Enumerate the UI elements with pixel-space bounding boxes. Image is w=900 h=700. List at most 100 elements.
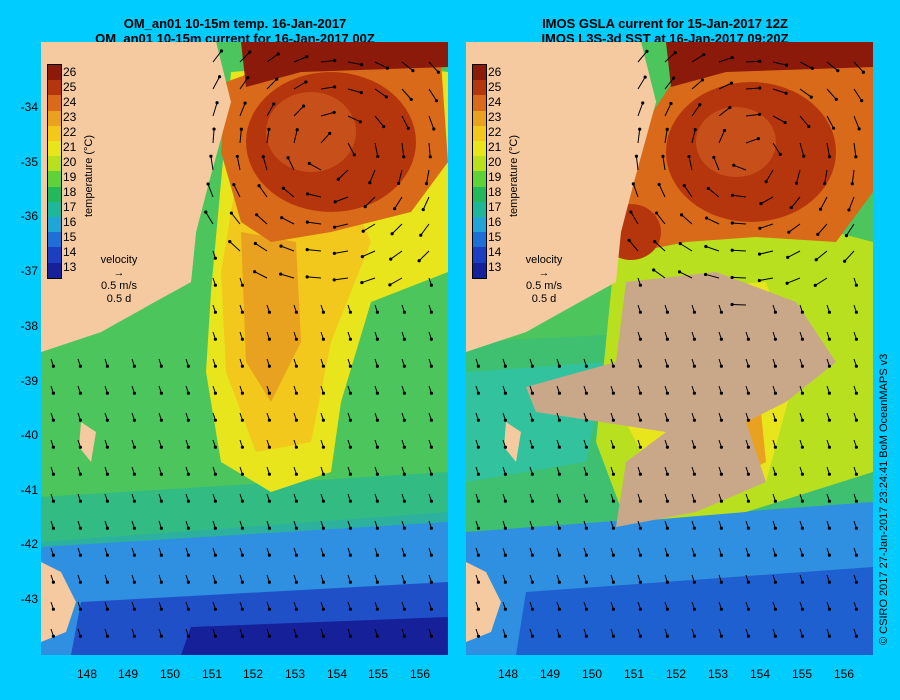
current-arrow-head <box>638 337 642 341</box>
current-arrow <box>428 61 439 73</box>
current-arrow-head <box>854 580 858 584</box>
current-arrow <box>394 196 403 209</box>
current-arrow <box>374 61 388 69</box>
velocity-arrow-icon: → <box>538 267 550 279</box>
current-arrow <box>428 88 437 101</box>
current-arrow-head <box>719 391 723 395</box>
current-arrow <box>846 223 855 236</box>
current-arrow-head <box>638 391 642 395</box>
current-arrow-head <box>827 391 831 395</box>
colorbar-value: 25 <box>63 80 77 94</box>
current-arrow-head <box>827 364 831 368</box>
current-arrow-head <box>267 607 271 611</box>
current-arrow <box>212 102 218 117</box>
current-arrow-head <box>638 445 642 449</box>
current-arrow-head <box>854 364 858 368</box>
current-arrow <box>293 56 308 63</box>
current-arrow-head <box>789 206 793 210</box>
current-arrow-head <box>348 310 352 314</box>
current-arrow-head <box>294 310 298 314</box>
current-arrow-head <box>105 445 109 449</box>
y-tick-label: -41 <box>20 483 38 497</box>
current-arrow-head <box>503 391 507 395</box>
current-arrow-head <box>294 553 298 557</box>
current-arrow-head <box>746 607 750 611</box>
current-arrow-head <box>332 110 336 114</box>
current-arrow-head <box>665 580 669 584</box>
current-arrow-head <box>419 233 423 237</box>
current-arrow <box>656 212 666 225</box>
current-arrow-head <box>321 472 325 476</box>
current-arrow-head <box>854 283 858 287</box>
current-arrow-head <box>530 472 534 476</box>
current-arrow-head <box>429 553 433 557</box>
current-arrow-head <box>321 607 325 611</box>
current-arrow-head <box>78 445 82 449</box>
current-arrow-head <box>402 553 406 557</box>
x-tick-label: 156 <box>833 667 855 681</box>
current-arrow-head <box>827 154 832 159</box>
current-arrow-head <box>827 472 831 476</box>
current-arrow <box>732 222 747 225</box>
current-arrow-head <box>665 127 669 131</box>
current-arrow-head <box>78 526 82 530</box>
current-arrow-head <box>279 244 283 248</box>
colorbar-swatch <box>473 171 486 187</box>
colorbar-value: 26 <box>488 65 502 79</box>
current-arrow-head <box>757 278 761 283</box>
current-arrow-head <box>831 126 836 130</box>
current-arrow-head <box>429 526 433 530</box>
current-arrow <box>320 59 335 63</box>
current-arrow <box>679 243 693 252</box>
x-tick-label: 151 <box>623 667 645 681</box>
current-arrow-head <box>132 526 136 530</box>
y-tick-label: -34 <box>20 100 38 114</box>
current-arrow-head <box>261 155 265 159</box>
current-arrow-head <box>854 418 858 422</box>
left-temperature-field <box>41 42 448 655</box>
current-arrow-head <box>267 337 271 341</box>
current-arrow-head <box>402 364 406 368</box>
velocity-label: velocity <box>100 254 138 266</box>
current-arrow <box>732 276 747 279</box>
current-arrow-head <box>703 272 708 277</box>
current-arrow-head <box>665 337 669 341</box>
current-arrow-head <box>746 526 750 530</box>
current-arrow-head <box>854 391 858 395</box>
current-arrow-head <box>800 634 804 638</box>
current-arrow-head <box>638 127 642 131</box>
current-arrow-head <box>611 418 615 422</box>
current-arrow-head <box>240 337 244 341</box>
current-arrow <box>799 61 813 69</box>
current-arrow <box>280 273 295 279</box>
current-arrow-head <box>105 526 109 530</box>
current-arrow-head <box>476 472 480 476</box>
current-arrow-head <box>719 418 723 422</box>
colorbar-value: 19 <box>63 170 77 184</box>
y-tick-label: -38 <box>20 319 38 333</box>
current-arrow <box>759 223 774 229</box>
current-arrow-head <box>692 580 696 584</box>
colorbar-swatch <box>48 156 61 172</box>
current-arrow-head <box>51 364 55 368</box>
current-arrow-head <box>294 418 298 422</box>
colorbar-value: 17 <box>63 200 77 214</box>
current-arrow <box>401 88 412 100</box>
current-arrow-head <box>240 418 244 422</box>
current-arrow-head <box>213 283 217 287</box>
current-arrow <box>637 102 644 117</box>
current-arrow-head <box>375 634 379 638</box>
current-arrow <box>732 249 747 252</box>
current-arrow-head <box>159 391 163 395</box>
left-colorbar-title: temperature (°C) <box>83 134 95 217</box>
colorbar-value: 22 <box>63 125 77 139</box>
current-arrow-head <box>476 364 480 368</box>
current-arrow-head <box>213 634 217 638</box>
current-arrow-head <box>78 364 82 368</box>
current-arrow-head <box>557 364 561 368</box>
current-arrow-head <box>773 526 777 530</box>
current-arrow-head <box>307 161 311 166</box>
colorbar-swatch <box>473 201 486 218</box>
current-arrow-head <box>584 580 588 584</box>
current-arrow-head <box>719 580 723 584</box>
